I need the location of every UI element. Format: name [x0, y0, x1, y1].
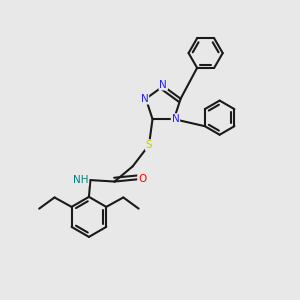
Text: NH: NH: [73, 175, 88, 185]
Text: S: S: [146, 140, 152, 150]
Text: N: N: [172, 114, 179, 124]
Text: O: O: [138, 174, 146, 184]
Text: N: N: [159, 80, 167, 90]
Text: N: N: [140, 94, 148, 104]
